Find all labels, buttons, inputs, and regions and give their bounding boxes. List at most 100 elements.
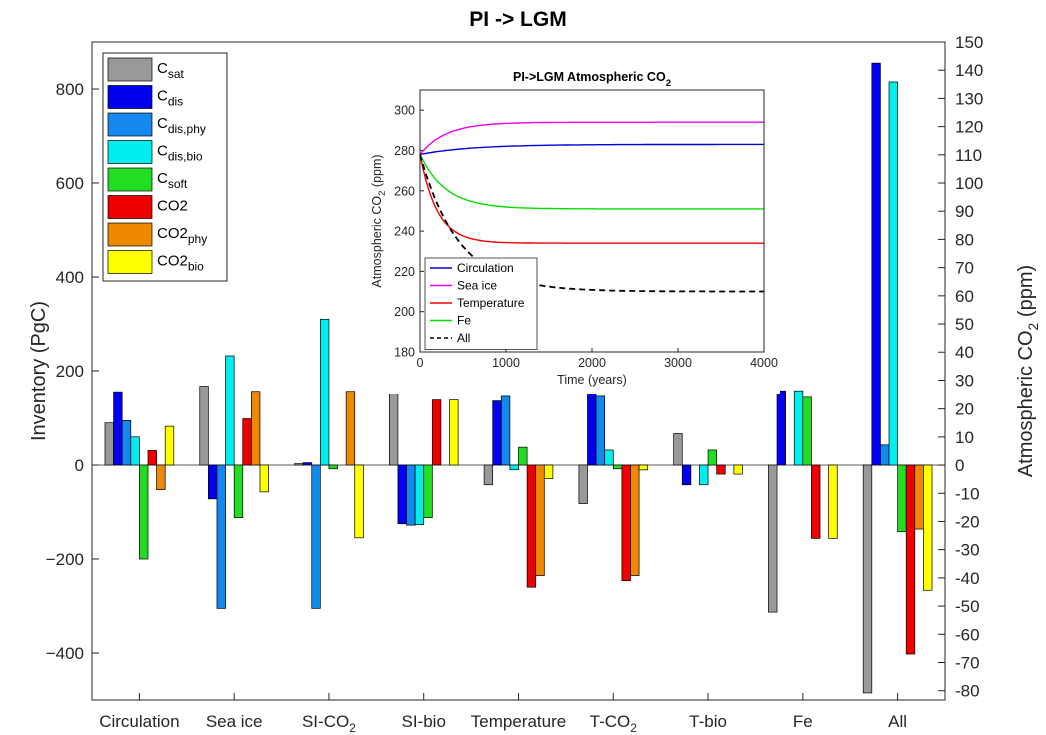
- bar-co2bio-4: [543, 464, 554, 479]
- inset-background: [360, 62, 780, 394]
- bar-cdis-6: [681, 464, 692, 486]
- inset-title-sub: 2: [666, 78, 671, 89]
- left-axis: −400 −200 0 200 400 600 800: [46, 80, 99, 663]
- bar-csat-6: [673, 433, 683, 466]
- legend-entry-main: C: [157, 60, 168, 77]
- bar-csat-1: [199, 386, 209, 466]
- inset-legend-entry: Fe: [457, 314, 471, 328]
- right-tick-label: -20: [955, 512, 980, 531]
- bar-co2phy-5: [630, 464, 640, 576]
- category-label-main: T-bio: [689, 712, 727, 731]
- legend-entry: Cdis,bio: [157, 143, 203, 164]
- bar-cdisbio-0: [130, 436, 140, 466]
- inset-x-tick-label: 4000: [750, 356, 778, 370]
- inset-legend-entry: All: [457, 331, 470, 345]
- legend-entry: CO2bio: [157, 253, 204, 274]
- bar-csoft-7: [802, 396, 812, 466]
- legend-entry: Cdis,phy: [157, 115, 206, 136]
- category-label-main: SI-CO: [302, 712, 349, 731]
- legend-swatch: [107, 85, 153, 109]
- bar-cdisbio-4: [509, 464, 519, 471]
- bar-csat-0: [104, 422, 114, 466]
- bar-co2phy-1: [251, 391, 261, 466]
- bar-co2-6: [716, 464, 726, 475]
- legend-entry-main: CO2: [157, 198, 188, 215]
- legend-entry: Csat: [157, 60, 185, 81]
- category-label-main: Sea ice: [206, 712, 263, 731]
- inset-y-axis-label-unit: (ppm): [370, 154, 384, 190]
- inset-x-tick-label: 0: [417, 356, 424, 370]
- left-tick-label: −400: [46, 644, 84, 663]
- bar-cdisphy-2: [311, 464, 321, 609]
- bar-csoft-3: [423, 464, 433, 518]
- bar-co2-8: [905, 464, 916, 655]
- inset-legend-entry: Sea ice: [457, 279, 497, 293]
- bar-csoft-8: [897, 464, 907, 533]
- category-label: All: [888, 712, 907, 731]
- left-axis-label: Inventory (PgC): [28, 301, 50, 441]
- bar-co2bio-8: [923, 464, 933, 591]
- bar-cdis-1: [208, 464, 218, 500]
- inset-line-sea-ice: [419, 121, 764, 155]
- legend-swatch: [107, 167, 153, 192]
- legend-entry: Cdis: [157, 88, 183, 109]
- inset-line-fe: [419, 154, 764, 210]
- bar-co2-4: [526, 464, 537, 588]
- right-tick-label: 80: [955, 230, 974, 249]
- right-tick-label: 110: [955, 146, 982, 165]
- bar-co2bio-7: [828, 464, 838, 539]
- bar-csat-7: [768, 464, 778, 613]
- right-axis-label-unit: (ppm): [1015, 265, 1037, 323]
- legend-swatch: [107, 140, 153, 164]
- right-tick-label: 140: [955, 61, 983, 80]
- legend-entry-sub: sat: [168, 67, 185, 81]
- bar-co2bio-5: [638, 464, 649, 471]
- right-tick-label: 60: [955, 287, 974, 306]
- category-label: SI-CO2: [302, 712, 356, 735]
- legend-swatch: [107, 57, 153, 82]
- inset-chart: 0 1000 2000 3000 4000 180 200 220 240 260 280 300 PI…: [360, 62, 780, 394]
- left-tick-label: 200: [56, 362, 84, 381]
- bar-co2phy-2: [345, 391, 356, 466]
- legend-entry-sub: phy: [188, 232, 207, 246]
- bar-csoft-5: [612, 464, 623, 470]
- bar-cdisphy-8: [880, 444, 890, 466]
- inset-frame: [419, 89, 765, 353]
- bar-co2bio-3: [449, 399, 459, 466]
- legend-entry-sub: dis: [168, 95, 183, 109]
- category-label: Sea ice: [206, 712, 263, 731]
- legend-entry-main: CO2: [157, 253, 188, 270]
- bar-co2bio-0: [164, 425, 175, 466]
- bar-co2-7: [811, 464, 821, 539]
- right-axis-label: Atmospheric CO2 (ppm): [1015, 265, 1041, 477]
- left-tick-label: 600: [56, 174, 84, 193]
- bar-co2-0: [147, 450, 157, 466]
- legend-swatch: [107, 112, 153, 137]
- bar-cdisphy-0: [121, 420, 132, 466]
- bar-cdis-3: [397, 464, 407, 525]
- left-tick-label: −200: [46, 550, 84, 569]
- right-tick-label: 0: [955, 456, 964, 475]
- inset-y-axis-label: Atmospheric CO2 (ppm): [370, 154, 388, 287]
- bar-co2bio-1: [259, 464, 269, 493]
- category-label: Fe: [793, 712, 813, 731]
- bar-csat-8: [862, 464, 873, 694]
- bars: [104, 62, 933, 694]
- right-tick-label: 90: [955, 202, 974, 221]
- bar-cdisbio-1: [225, 355, 235, 466]
- bar-csat-5: [578, 464, 588, 504]
- right-axis-label-sub: 2: [1025, 322, 1041, 330]
- bar-csoft-2: [328, 464, 338, 470]
- inset-title-main: PI->LGM Atmospheric CO: [513, 70, 666, 84]
- inset-y-tick-label: 240: [394, 225, 415, 239]
- bar-cdisbio-6: [699, 464, 709, 486]
- bar-cdisphy-3: [406, 464, 416, 526]
- bar-cdisbio-3: [414, 464, 425, 526]
- inset-line-temperature: [419, 154, 764, 244]
- bar-co2-1: [242, 418, 252, 466]
- bar-co2bio-2: [354, 464, 364, 539]
- bar-cdisbio-8: [888, 81, 898, 466]
- bar-cdis-8: [871, 62, 881, 466]
- bar-csoft-0: [139, 464, 149, 560]
